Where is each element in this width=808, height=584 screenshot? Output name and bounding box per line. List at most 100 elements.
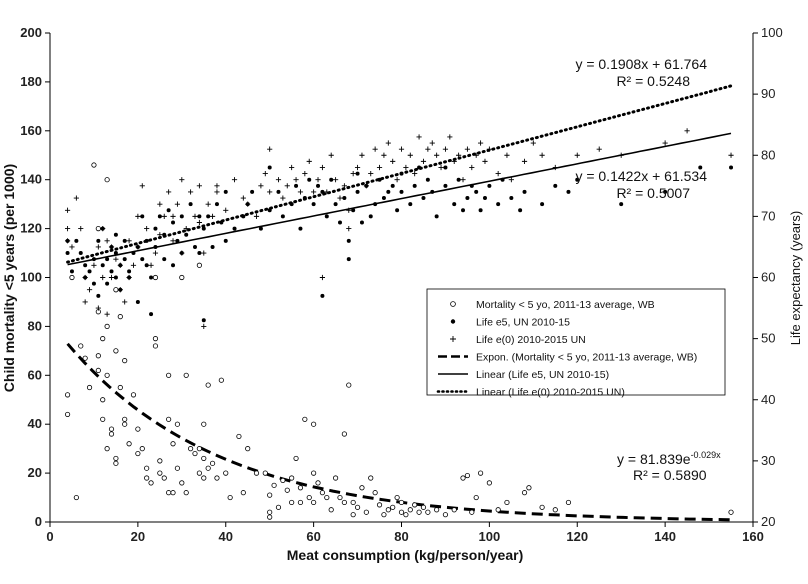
life-e0-point xyxy=(161,213,167,219)
mortality-point xyxy=(73,494,79,501)
mortality-point xyxy=(477,470,484,476)
legend-item: Linear (Life e5, UN 2010-15) xyxy=(438,369,609,381)
life-e5-point xyxy=(434,214,439,219)
life-e5-point xyxy=(100,263,105,268)
mortality-point xyxy=(209,460,216,466)
life-e0-point xyxy=(104,311,110,317)
data-points xyxy=(64,128,734,520)
life-e5-point xyxy=(188,202,193,207)
life-e5-point xyxy=(140,214,145,219)
life-e0-point xyxy=(434,152,440,158)
life-e0-point xyxy=(183,226,189,232)
mortality-point xyxy=(91,162,97,168)
x-tick-label: 160 xyxy=(742,529,764,544)
mortality-point xyxy=(394,494,400,501)
life-e5-point xyxy=(184,232,189,237)
mortality-point xyxy=(420,504,427,510)
life-e5-point xyxy=(166,208,171,213)
life-e0-point xyxy=(311,189,317,195)
equation-life-e5: y = 0.1422x + 61.534 xyxy=(575,168,707,184)
life-e5-point xyxy=(140,257,145,262)
life-e5-point xyxy=(78,251,83,256)
life-e5-point xyxy=(430,189,435,194)
mortality-point xyxy=(196,446,202,452)
mortality-point xyxy=(324,494,330,501)
life-e5-point xyxy=(171,220,176,225)
life-e0-point xyxy=(451,158,457,164)
life-e0-point xyxy=(319,164,326,171)
legend-item: Mortality < 5 yo, 2011-13 average, WB xyxy=(450,299,655,311)
x-tick-label: 60 xyxy=(306,529,320,544)
life-e0-point xyxy=(231,177,238,183)
life-e5-point xyxy=(192,244,197,249)
mortality-point xyxy=(214,475,220,481)
life-e5-point xyxy=(509,196,514,201)
life-e5-point xyxy=(399,171,404,176)
mortality-point xyxy=(407,507,413,513)
mortality-point xyxy=(170,490,176,496)
life-e0-point xyxy=(728,152,734,158)
mortality-point xyxy=(359,485,365,491)
life-e5-point xyxy=(698,165,703,170)
mortality-point xyxy=(262,470,268,476)
legend: Mortality < 5 yo, 2011-13 average, WB Lif… xyxy=(426,288,726,399)
mortality-point xyxy=(368,475,374,481)
life-e5-point xyxy=(663,189,668,194)
life-e0-point xyxy=(504,152,510,158)
life-e0-point xyxy=(262,170,268,177)
life-e5-point xyxy=(276,189,281,194)
life-e0-point xyxy=(192,213,198,219)
mortality-point xyxy=(289,475,295,481)
life-e5-point xyxy=(113,251,118,256)
life-e5-point xyxy=(113,275,118,280)
mortality-point xyxy=(372,490,378,496)
mortality-point xyxy=(122,416,128,422)
equation-life-e0: y = 0.1908x + 61.764 xyxy=(575,56,707,72)
y-left-tick-label: 40 xyxy=(28,416,42,431)
life-e5-point xyxy=(377,177,382,182)
y-left-tick-label: 20 xyxy=(28,465,42,480)
life-e0-point xyxy=(166,189,172,195)
y-right-tick-label: 20 xyxy=(761,514,775,529)
mortality-point xyxy=(78,343,84,349)
mortality-point xyxy=(460,475,466,481)
life-e0-point xyxy=(100,226,106,232)
life-e0-point xyxy=(214,183,220,189)
life-e5-point xyxy=(162,232,167,237)
mortality-point xyxy=(280,477,286,484)
life-e0-point xyxy=(302,170,308,177)
life-e5-point xyxy=(113,232,118,237)
x-tick-label: 80 xyxy=(394,529,408,544)
mortality-point xyxy=(183,490,189,496)
life-e5-point xyxy=(162,257,167,262)
life-e5-point xyxy=(144,238,149,243)
life-e5-point xyxy=(69,269,74,274)
life-e0-point xyxy=(521,158,528,164)
life-e5-point xyxy=(91,281,96,286)
mortality-point xyxy=(390,504,396,510)
y-left-tick-label: 160 xyxy=(20,123,42,138)
mortality-point xyxy=(434,507,440,513)
mortality-point xyxy=(328,507,334,513)
mortality-point xyxy=(86,384,93,391)
life-e0-point xyxy=(473,152,479,158)
life-e5-point xyxy=(197,214,202,219)
x-axis-title: Meat consumption (kg/person/year) xyxy=(287,547,523,563)
mortality-point xyxy=(297,485,304,491)
life-e5-point xyxy=(412,183,417,188)
mortality-point xyxy=(135,450,141,457)
life-e0-point xyxy=(394,177,400,183)
life-e5-point xyxy=(465,196,470,201)
mortality-point xyxy=(495,507,501,513)
mortality-point xyxy=(179,480,185,486)
life-e5-point xyxy=(417,165,422,170)
mortality-point xyxy=(297,499,304,506)
mortality-point xyxy=(293,455,299,462)
x-tick-label: 20 xyxy=(131,529,145,544)
life-e0-point xyxy=(82,274,88,281)
life-e5-point xyxy=(74,238,79,243)
life-e0-point xyxy=(126,274,132,281)
mortality-point xyxy=(464,472,471,479)
life-e5-point xyxy=(267,208,272,213)
life-e5-point xyxy=(368,214,373,219)
